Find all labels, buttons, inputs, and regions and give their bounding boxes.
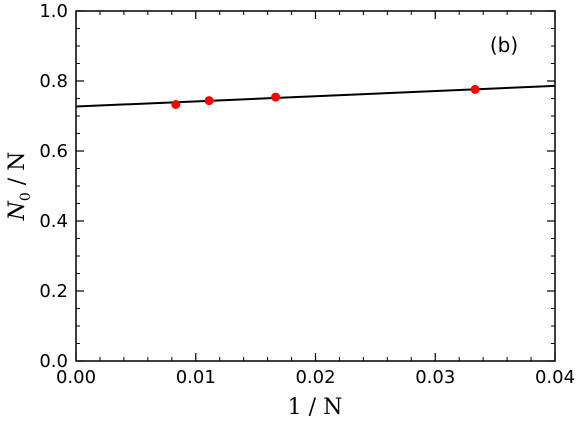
y-tick-label: 0.6	[39, 141, 68, 162]
y-axis-label-sub: 0	[18, 192, 34, 201]
data-point	[204, 96, 214, 106]
data-point	[171, 99, 181, 109]
y-tick-label: 0.0	[39, 351, 68, 372]
fit-line	[75, 84, 556, 108]
y-axis-label-rest: / N	[5, 152, 30, 193]
data-point	[271, 92, 281, 102]
y-axis-label-main: N	[5, 200, 30, 221]
y-tick-label: 0.4	[39, 211, 68, 232]
x-tick-label: 0.01	[176, 367, 216, 388]
y-axis-label: N0 / N	[5, 152, 34, 222]
tick-marks	[75, 10, 556, 362]
data-series	[75, 84, 556, 109]
y-tick-label: 0.8	[39, 71, 68, 92]
tick-labels: 0.00 0.01 0.02 0.03 0.04 0.0 0.2 0.4 0.6 0.8 1.0	[39, 1, 575, 388]
x-tick-label: 0.03	[415, 367, 455, 388]
panel-label: (b)	[490, 33, 518, 57]
x-tick-label: 0.02	[295, 367, 335, 388]
plot-frame	[75, 10, 556, 362]
y-tick-label: 0.2	[39, 281, 68, 302]
y-tick-label: 1.0	[39, 1, 68, 22]
data-point	[470, 84, 480, 94]
x-tick-label: 0.04	[535, 367, 575, 388]
x-axis-label: 1 / N	[288, 395, 343, 420]
x-tick-label: 0.00	[56, 367, 96, 388]
